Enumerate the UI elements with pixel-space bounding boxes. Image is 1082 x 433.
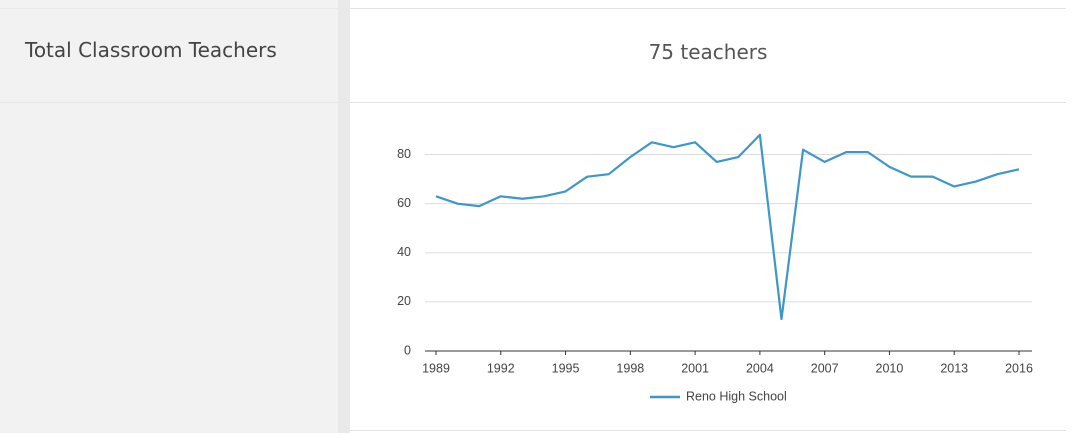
x-tick-label: 1995 bbox=[552, 361, 580, 375]
x-tick-label: 2013 bbox=[940, 361, 968, 375]
row-border bbox=[350, 430, 1066, 431]
row-border bbox=[350, 8, 1066, 9]
y-tick-label: 40 bbox=[397, 245, 411, 259]
series-line bbox=[435, 133, 1020, 321]
y-tick-label: 60 bbox=[397, 196, 411, 210]
y-tick-label: 0 bbox=[404, 343, 411, 357]
x-tick-label: 2016 bbox=[1005, 361, 1033, 375]
x-tick-label: 2010 bbox=[876, 361, 904, 375]
row-border bbox=[0, 102, 338, 103]
y-tick-label: 20 bbox=[397, 294, 411, 308]
y-tick-label: 80 bbox=[397, 147, 411, 161]
x-tick-label: 2004 bbox=[746, 361, 774, 375]
x-tick-label: 2001 bbox=[681, 361, 709, 375]
separator bbox=[338, 0, 350, 433]
legend-label: Reno High School bbox=[686, 389, 787, 403]
x-tick-label: 1992 bbox=[487, 361, 515, 375]
row-border bbox=[350, 102, 1066, 103]
x-tick-label: 2007 bbox=[811, 361, 839, 375]
row-border bbox=[0, 8, 338, 9]
field-value: 75 teachers bbox=[648, 40, 768, 64]
field-label: Total Classroom Teachers bbox=[25, 38, 277, 62]
x-tick-label: 1989 bbox=[422, 361, 450, 375]
label-cell bbox=[0, 0, 338, 433]
x-tick-label: 1998 bbox=[616, 361, 644, 375]
